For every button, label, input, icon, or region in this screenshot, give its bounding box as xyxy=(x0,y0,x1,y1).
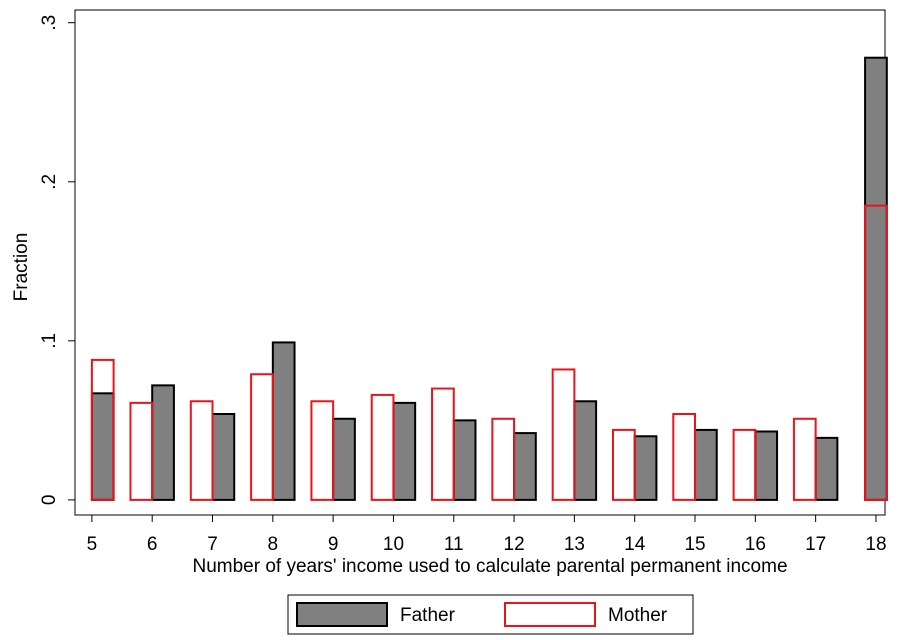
bar xyxy=(491,417,516,501)
bar xyxy=(151,384,175,501)
y-axis-title: Fraction xyxy=(11,233,32,302)
legend-label: Mother xyxy=(608,605,668,626)
bar xyxy=(452,419,477,501)
legend-swatch xyxy=(296,602,388,627)
y-tick-label: 0 xyxy=(39,495,60,506)
x-tick-label: 10 xyxy=(383,534,404,555)
bar xyxy=(754,430,779,501)
x-tick-label: 11 xyxy=(444,534,464,555)
bar xyxy=(633,435,658,501)
bar xyxy=(672,413,697,501)
x-tick-label: 15 xyxy=(684,534,705,555)
bar xyxy=(611,428,636,501)
y-tick-label: .1 xyxy=(39,333,60,349)
y-tick-label: .2 xyxy=(39,174,60,190)
x-tick-label: 17 xyxy=(805,534,826,555)
x-tick-label: 7 xyxy=(207,534,218,555)
x-tick-label: 5 xyxy=(87,534,98,555)
bar xyxy=(129,401,154,501)
x-tick-label: 16 xyxy=(745,534,766,555)
bar xyxy=(370,393,395,501)
x-axis-title: Number of years' income used to calculat… xyxy=(192,556,787,577)
x-tick-label: 14 xyxy=(624,534,646,555)
bar xyxy=(513,432,537,501)
legend-label: Father xyxy=(400,605,456,626)
bar xyxy=(392,401,417,501)
legend-swatch xyxy=(504,602,596,627)
x-tick-label: 12 xyxy=(504,534,525,555)
bar xyxy=(694,428,718,501)
bar xyxy=(189,400,214,501)
x-tick-label: 9 xyxy=(328,534,339,555)
bar xyxy=(864,56,888,501)
bar xyxy=(573,400,598,501)
x-tick-label: 6 xyxy=(147,534,158,555)
bar xyxy=(792,417,817,501)
bar xyxy=(864,204,888,501)
bar xyxy=(332,417,356,501)
bar xyxy=(814,436,839,501)
x-tick-label: 13 xyxy=(564,534,585,555)
bar xyxy=(310,400,335,501)
bar xyxy=(271,341,296,501)
bar xyxy=(90,358,115,501)
bar xyxy=(90,392,115,501)
y-tick-label: .3 xyxy=(39,15,60,31)
bar xyxy=(211,413,236,501)
bar xyxy=(431,387,455,501)
bar xyxy=(732,428,757,501)
x-tick-label: 18 xyxy=(865,534,886,555)
x-tick-label: 8 xyxy=(268,534,279,555)
bar xyxy=(250,373,274,501)
bar xyxy=(551,368,576,501)
